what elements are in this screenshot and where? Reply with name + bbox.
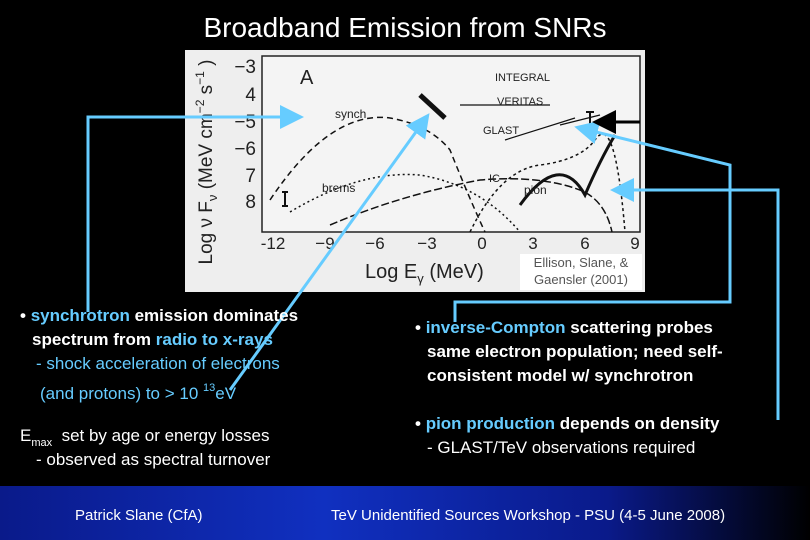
- x-tick-label: 6: [580, 234, 589, 253]
- curve-label: VERITAS: [497, 96, 543, 108]
- text-line: • synchrotron emission dominates: [20, 306, 299, 325]
- text-line: spectrum from radio to x-rays: [32, 330, 273, 349]
- x-tick-label: −3: [417, 234, 436, 253]
- x-tick-label: 9: [630, 234, 639, 253]
- curve-label: pion: [524, 183, 547, 197]
- y-tick-label: 7: [245, 166, 256, 187]
- footer-author: Patrick Slane (CfA): [75, 507, 203, 524]
- x-tick-label: -12: [261, 234, 286, 253]
- text-line: consistent model w/ synchrotron: [427, 366, 694, 385]
- arrows: [86, 105, 780, 420]
- x-tick-label: −6: [365, 234, 384, 253]
- y-tick-label: 4: [245, 85, 256, 106]
- text-line: (and protons) to > 10 13eV: [40, 382, 237, 403]
- curve-label: INTEGRAL: [495, 72, 550, 84]
- curve-label: brems: [322, 181, 355, 195]
- text-line: - observed as spectral turnover: [36, 450, 271, 469]
- curves: [269, 93, 626, 233]
- x-axis-label: Log Eγ (MeV): [365, 261, 484, 286]
- y-axis-label: Log ν Fν (MeV cm−2 s−1 ): [193, 60, 220, 265]
- x-tick-label: 3: [528, 234, 537, 253]
- footer-bar: [0, 486, 810, 540]
- citation-box: [520, 254, 642, 290]
- citation: Gaensler (2001): [534, 272, 628, 287]
- text-line: Emax set by age or energy losses: [20, 426, 270, 449]
- y-tick-label: 8: [245, 192, 256, 213]
- curve-label: IC: [489, 173, 500, 185]
- citation: Ellison, Slane, &: [534, 255, 629, 270]
- panel-label: A: [300, 67, 314, 89]
- curve-label: GLAST: [483, 125, 519, 137]
- text-line: • inverse-Compton scattering probes: [415, 318, 713, 337]
- footer-event: TeV Unidentified Sources Workshop - PSU …: [331, 507, 726, 524]
- x-tick-label: 0: [477, 234, 486, 253]
- y-tick-label: −6: [234, 139, 256, 160]
- text-line: - shock acceleration of electrons: [36, 354, 280, 373]
- text-line: - GLAST/TeV observations required: [427, 438, 696, 457]
- y-tick-label: −3: [234, 57, 256, 78]
- text-line: • pion production depends on density: [415, 414, 720, 433]
- text-line: same electron population; need self-: [427, 342, 723, 361]
- x-tick-label: −9: [315, 234, 334, 253]
- curve-label: synch: [335, 107, 366, 121]
- y-tick-label: −5: [234, 112, 256, 133]
- slide-title: Broadband Emission from SNRs: [203, 12, 607, 43]
